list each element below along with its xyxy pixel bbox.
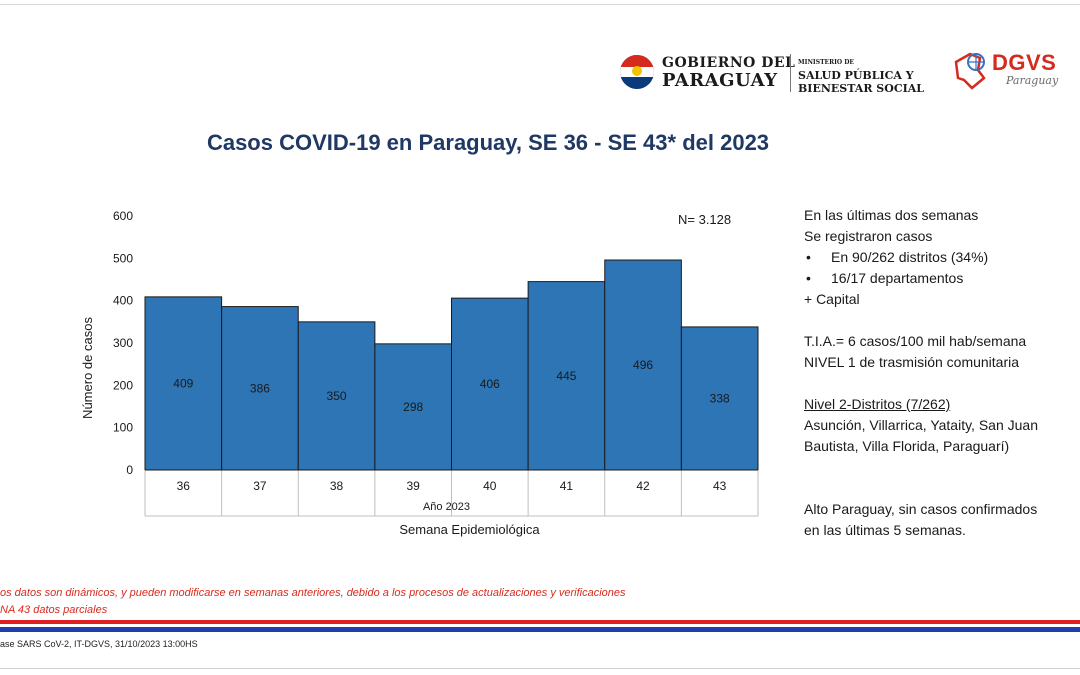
bar-value-label: 409 <box>173 376 193 390</box>
bar-chart: 0 100 200 300 400 500 600 409 386 350 298 406 445 496… <box>80 209 759 537</box>
flag-band-white <box>0 624 1080 627</box>
bar-se-42 <box>604 259 682 471</box>
y-axis-title: Número de casos <box>80 317 95 419</box>
dgvs-name: DGVS <box>992 50 1057 75</box>
total-cases-annotation: N= 3.128 <box>678 212 731 227</box>
bar-se-43 <box>680 326 759 471</box>
bar-value-label: 298 <box>403 400 423 414</box>
summary-line1: En las últimas dos semanas <box>804 207 979 223</box>
dgvs-globe-icon <box>954 52 986 90</box>
bar-value-label: 386 <box>250 381 270 395</box>
ministerio-line0: MINISTERIO DE <box>798 59 854 66</box>
x-tick-label: 38 <box>330 479 344 493</box>
x-tick-label: 43 <box>713 479 727 493</box>
bar-value-label: 338 <box>710 391 730 405</box>
gobierno-text: GOBIERNO DEL PARAGUAY <box>662 54 795 90</box>
logo-divider <box>790 54 791 92</box>
flag-band-red <box>0 620 1080 624</box>
gobierno-line2: PARAGUAY <box>662 70 778 91</box>
window-top-border <box>0 0 1080 5</box>
nivel2-title: Nivel 2-Distritos (7/262) <box>804 396 951 412</box>
bar-se-38 <box>297 321 376 471</box>
x-tick-label: 40 <box>483 479 497 493</box>
summary-line3: + Capital <box>804 291 860 307</box>
alto-line2: en las últimas 5 semanas. <box>804 522 966 538</box>
y-tick-label: 100 <box>113 421 133 435</box>
x-tick-label: 36 <box>177 479 191 493</box>
window-bottom-border <box>0 668 1080 669</box>
x-tick-label: 41 <box>560 479 574 493</box>
footnote-1: os datos son dinámicos, y pueden modific… <box>0 587 626 599</box>
tia-text: T.I.A.= 6 casos/100 mil hab/semana <box>804 333 1027 349</box>
y-tick-label: 500 <box>113 251 133 265</box>
gobierno-paraguay-logo: GOBIERNO DEL PARAGUAY MINISTERIO DE SALU… <box>620 50 930 95</box>
dgvs-subtitle: Paraguay <box>1006 74 1059 87</box>
alto-line1: Alto Paraguay, sin casos confirmados <box>804 501 1038 517</box>
summary-bullet-1-text: En 90/262 distritos (34%) <box>831 249 989 265</box>
bar-value-label: 445 <box>556 369 576 383</box>
x-tick-label: 39 <box>407 479 421 493</box>
y-tick-label: 0 <box>126 463 133 477</box>
ministerio-line1: SALUD PÚBLICA Y <box>798 69 914 82</box>
bar-se-36 <box>144 296 223 471</box>
y-tick-label: 200 <box>113 378 133 392</box>
ministerio-line2: BIENESTAR SOCIAL <box>798 82 924 95</box>
nivel2-line2: Bautista, Villa Florida, Paraguarí) <box>804 438 1010 454</box>
flag-band-blue <box>0 627 1080 632</box>
bar-se-37 <box>221 306 299 471</box>
bar-value-label: 496 <box>633 358 653 372</box>
summary-line2: Se registraron casos <box>804 228 933 244</box>
y-tick-label: 600 <box>113 209 133 223</box>
nivel-text: NIVEL 1 de trasmisión comunitaria <box>804 354 1020 370</box>
summary-bullet-1: • En 90/262 distritos (34%) <box>806 249 989 265</box>
summary-panel: En las últimas dos semanas Se registraro… <box>804 205 1074 541</box>
x-group-label: Año 2023 <box>423 501 470 513</box>
chart-title: Casos COVID-19 en Paraguay, SE 36 - SE 4… <box>206 130 770 155</box>
ministerio-text: MINISTERIO DE SALUD PÚBLICA Y BIENESTAR … <box>798 56 924 95</box>
x-axis-title: Semana Epidemiológica <box>399 522 540 537</box>
footnote-2: NA 43 datos parciales <box>0 604 108 616</box>
bar-value-label: 406 <box>480 377 500 391</box>
x-tick-label: 37 <box>253 479 267 493</box>
bar-value-label: 350 <box>327 389 347 403</box>
summary-bullet-2-text: 16/17 departamentos <box>831 270 964 286</box>
dgvs-logo: DGVS Paraguay <box>948 44 1068 96</box>
x-tick-label: 42 <box>636 479 650 493</box>
nivel2-line1: Asunción, Villarrica, Yataity, San Juan <box>804 417 1038 433</box>
gobierno-line1: GOBIERNO DEL <box>662 55 796 71</box>
source-text: ase SARS CoV-2, IT-DGVS, 31/10/2023 13:0… <box>0 639 198 649</box>
summary-bullet-2: • 16/17 departamentos <box>806 270 964 286</box>
bar-se-39 <box>374 343 452 471</box>
y-tick-label: 300 <box>113 336 133 350</box>
paraguay-emblem-icon <box>620 55 654 89</box>
y-tick-label: 400 <box>113 294 133 308</box>
